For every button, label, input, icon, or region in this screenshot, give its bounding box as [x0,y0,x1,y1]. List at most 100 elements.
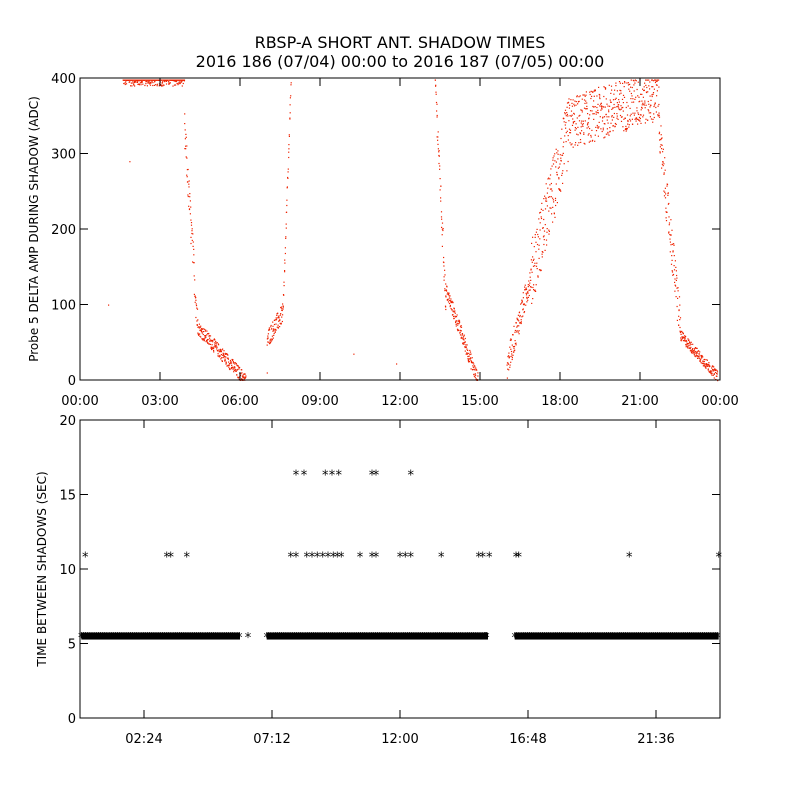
top-data-point [643,103,645,105]
top-data-point [623,118,625,120]
top-data-point [145,83,147,85]
top-data-point [614,125,616,127]
top-data-point [441,228,443,230]
top-data-point [652,80,655,82]
bottom-data-point: * [208,631,215,646]
top-data-point [199,326,201,328]
top-data-point [644,100,646,102]
top-data-point [523,311,525,314]
top-data-point [449,295,451,297]
top-data-point [224,359,226,361]
bottom-data-point: * [166,631,173,646]
top-data-point [700,356,702,358]
top-data-point [452,302,454,304]
bottom-data-point: * [357,551,364,566]
top-data-point [708,370,710,372]
top-data-point [676,277,678,279]
top-data-point [553,201,555,203]
top-data-point [707,369,709,371]
bottom-data-point: * [714,631,721,646]
top-data-point [668,232,670,234]
top-data-point [284,270,286,272]
top-data-point [515,344,517,346]
top-data-point [532,286,534,289]
top-data-point [710,370,712,372]
top-data-point [693,349,696,351]
top-data-point [547,178,549,180]
top-data-point [620,108,622,110]
top-data-point [286,211,288,213]
top-data-point [641,106,643,108]
top-data-point [275,318,278,320]
top-data-point [658,133,660,135]
top-data-point [648,112,650,114]
bottom-data-point: * [161,631,168,646]
bottom-data-point: * [322,469,329,484]
top-panel: 00:00 03:00 06:00 09:00 12:00 15:00 18:00 21:00… [27,72,739,409]
top-data-point [710,372,712,374]
bottom-data-point: * [635,631,642,646]
top-data-point [578,142,580,144]
top-data-point [645,84,647,86]
top-data-point [459,321,461,323]
top-data-point [156,83,158,85]
top-data-point [436,136,438,138]
top-data-point [133,84,135,86]
top-data-point [679,331,682,334]
top-data-point [441,234,443,236]
top-data-point [621,98,624,100]
top-x-tick-label: 09:00 [301,394,338,409]
top-data-point [511,353,513,355]
top-data-point [206,330,208,332]
top-data-point [581,109,583,111]
top-data-point [682,336,684,338]
top-data-point [665,193,667,195]
top-data-point [672,273,675,276]
top-data-point [184,129,186,131]
top-data-point [686,341,688,343]
top-data-point [649,116,651,118]
top-data-point [474,365,476,367]
top-data-point [624,128,626,130]
bottom-data-point: * [665,631,672,646]
top-data-point [188,180,190,182]
top-data-point [217,343,219,345]
top-data-point [525,288,528,291]
top-data-point [279,322,281,324]
bottom-data-point: * [276,631,283,646]
top-data-point [565,132,567,134]
top-data-point [538,248,540,250]
top-data-point [566,113,568,116]
top-data-point [659,152,661,154]
top-data-point [243,376,245,378]
top-data-point [439,168,441,170]
top-x-tick-label: 00:00 [61,394,98,409]
top-data-point [581,111,583,113]
bottom-data-point: * [703,631,710,646]
bottom-data-point: * [522,631,529,646]
top-data-point [139,79,141,81]
top-data-point [617,104,619,106]
top-data-point [595,130,598,132]
top-data-point [202,328,204,330]
top-data-point [565,121,567,124]
top-data-point [546,244,548,246]
top-data-point [577,101,579,103]
top-data-point [460,337,462,339]
top-data-point [531,242,533,244]
top-data-point [681,338,683,340]
bottom-data-point: * [546,631,553,646]
top-data-point [271,328,273,330]
top-data-point [555,204,557,207]
bottom-data-point: * [556,631,563,646]
top-data-point [288,135,290,137]
top-data-point [612,99,615,101]
top-data-point [584,120,586,122]
bottom-data-point: * [303,551,310,566]
bottom-data-point: * [616,631,623,646]
top-data-point [288,144,290,146]
top-x-tick-label: 21:00 [621,394,658,409]
top-data-point [550,207,552,209]
top-data-point [678,324,680,326]
top-data-point [703,363,705,365]
